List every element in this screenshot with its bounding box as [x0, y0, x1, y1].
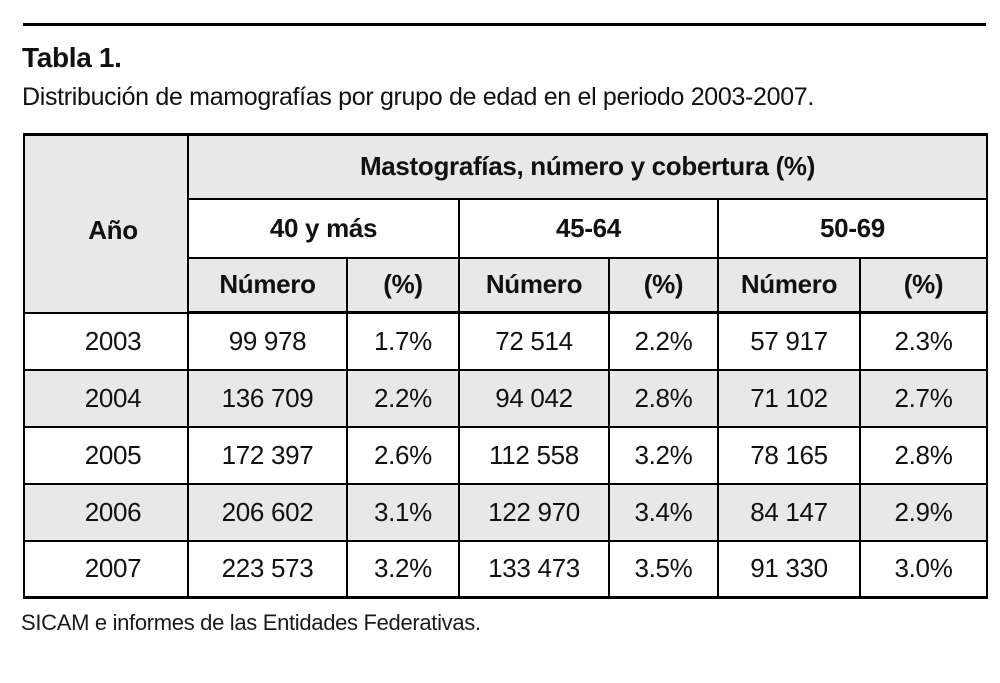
data-cell: 172 397 [187, 425, 348, 485]
data-cell: 133 473 [458, 539, 610, 599]
subheader-numero: Número [717, 256, 861, 314]
year-cell: 2003 [23, 311, 189, 371]
year-cell: 2007 [23, 539, 189, 599]
data-cell: 78 165 [717, 425, 861, 485]
data-cell: 136 709 [187, 368, 348, 428]
table-row-2006: 2006 206 602 3.1% 122 970 3.4% 84 147 2.… [23, 482, 989, 542]
subheader-numero: Número [458, 256, 610, 314]
year-cell: 2005 [23, 425, 189, 485]
data-cell: 3.2% [608, 425, 719, 485]
header-row-age-groups: 40 y más 45-64 50-69 [24, 197, 989, 259]
data-cell: 94 042 [458, 368, 610, 428]
table-row-2005: 2005 172 397 2.6% 112 558 3.2% 78 165 2.… [23, 425, 989, 485]
data-cell: 2.7% [858, 368, 989, 428]
data-cell: 99 978 [187, 311, 348, 371]
data-cell: 84 147 [717, 482, 861, 542]
data-cell: 2.8% [608, 368, 719, 428]
year-cell: 2006 [23, 482, 189, 542]
data-cell: 3.1% [346, 482, 460, 542]
data-cell: 3.4% [608, 482, 719, 542]
data-cell: 57 917 [717, 311, 861, 371]
data-cell: 122 970 [458, 482, 610, 542]
subheader-numero: Número [187, 256, 348, 314]
table-row-2003: 2003 99 978 1.7% 72 514 2.2% 57 917 2.3% [23, 311, 989, 371]
subheader-percent: (%) [858, 256, 989, 314]
data-cell: 112 558 [458, 425, 610, 485]
data-cell: 3.0% [858, 539, 989, 599]
header-row-subheaders: Número (%) Número (%) Número (%) [24, 256, 989, 314]
source-note: SICAM e informes de las Entidades Federa… [21, 610, 481, 635]
year-cell: 2004 [23, 368, 189, 428]
age-group-40ymas: 40 y más [187, 197, 460, 259]
data-cell: 3.2% [346, 539, 460, 599]
table-row-2007: 2007 223 573 3.2% 133 473 3.5% 91 330 3.… [23, 539, 989, 599]
data-cell: 72 514 [458, 311, 610, 371]
data-cell: 3.5% [608, 539, 719, 599]
mammography-table: Año Mastografías, número y cobertura (%)… [23, 133, 989, 599]
group-header-mastografias: Mastografías, número y cobertura (%) [186, 133, 989, 200]
subheader-percent: (%) [608, 256, 719, 314]
table-title: Tabla 1. [22, 42, 122, 73]
data-cell: 2.2% [346, 368, 460, 428]
data-cell: 91 330 [717, 539, 861, 599]
data-cell: 2.3% [858, 311, 989, 371]
top-rule-divider [23, 23, 986, 26]
data-cell: 2.6% [346, 425, 460, 485]
data-cell: 206 602 [187, 482, 348, 542]
age-group-50-69: 50-69 [716, 197, 989, 259]
age-group-45-64: 45-64 [458, 197, 719, 259]
corner-header-ano: Año [23, 133, 189, 314]
data-cell: 71 102 [717, 368, 861, 428]
header-row-group: Año Mastografías, número y cobertura (%) [23, 133, 989, 314]
data-cell: 223 573 [187, 539, 348, 599]
data-cell: 2.9% [858, 482, 989, 542]
data-cell: 2.2% [608, 311, 719, 371]
table-row-2004: 2004 136 709 2.2% 94 042 2.8% 71 102 2.7… [23, 368, 989, 428]
data-cell: 1.7% [346, 311, 460, 371]
data-cell: 2.8% [858, 425, 989, 485]
subheader-percent: (%) [346, 256, 460, 314]
table-subtitle: Distribución de mamografías por grupo de… [22, 83, 815, 111]
